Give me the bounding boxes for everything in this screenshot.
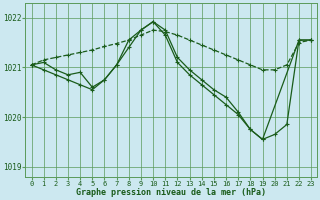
X-axis label: Graphe pression niveau de la mer (hPa): Graphe pression niveau de la mer (hPa) <box>76 188 266 197</box>
